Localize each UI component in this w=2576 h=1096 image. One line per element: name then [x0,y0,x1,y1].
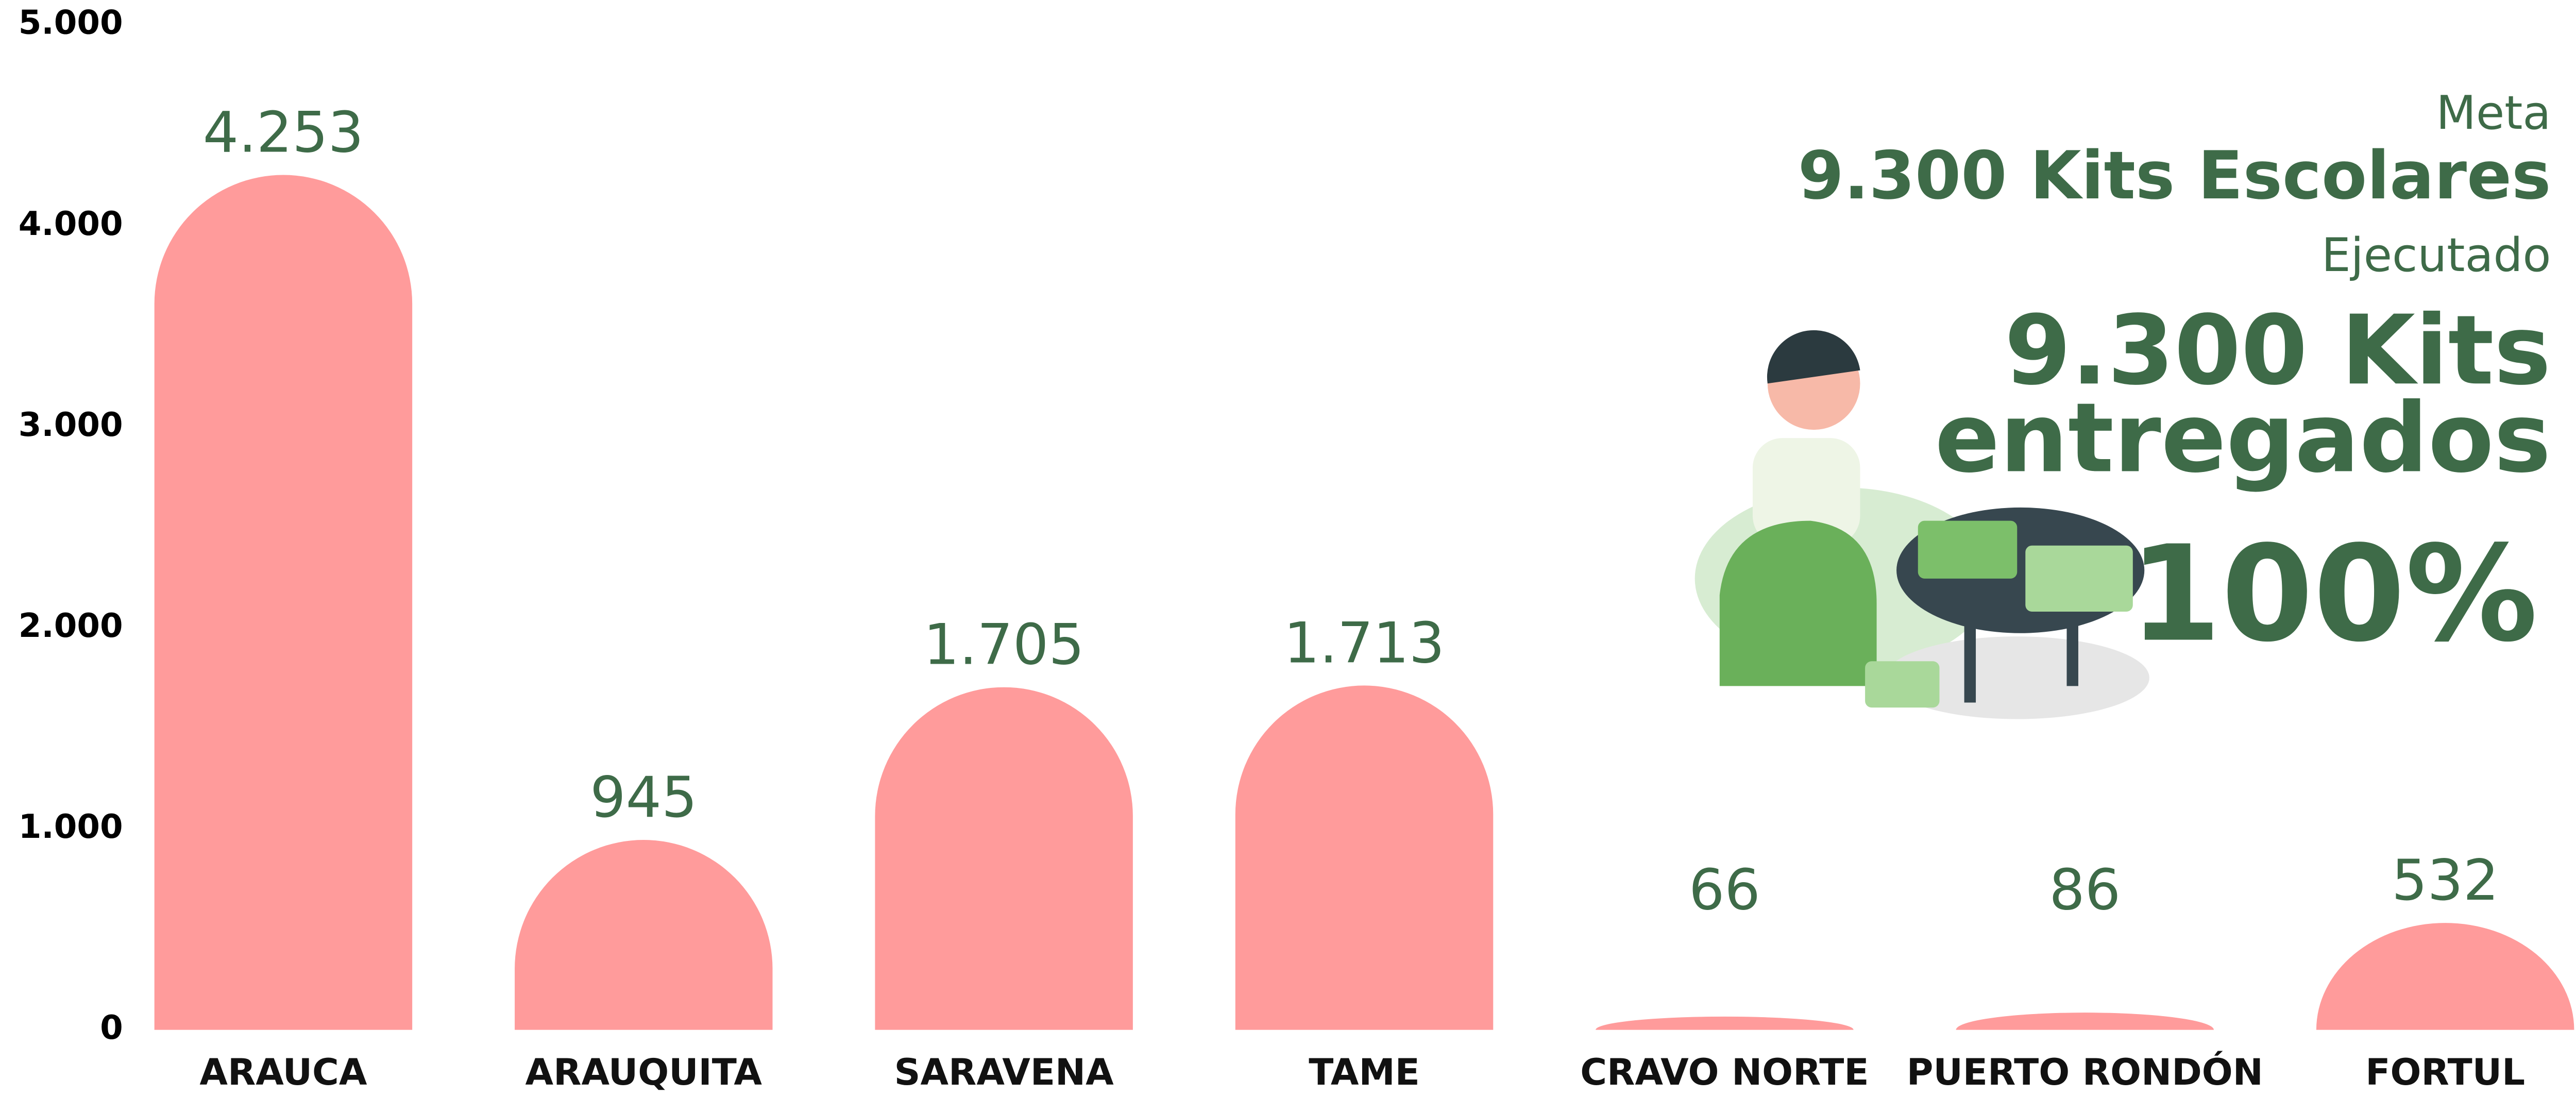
annotation: entregados [1935,382,2551,494]
x-tick-label: ARAUCA [199,1051,367,1093]
annotation: Ejecutado [2321,229,2551,282]
bar [515,840,773,1030]
y-tick-label: 2.000 [19,606,123,645]
x-tick-label: SARAVENA [894,1051,1114,1093]
x-tick-label: TAME [1309,1051,1420,1093]
bar [875,687,1133,1030]
value-label: 66 [1689,857,1760,922]
y-tick-label: 0 [100,1008,123,1047]
bar [1956,1013,2214,1030]
annotation: 9.300 Kits [2005,294,2551,406]
value-label: 4.253 [203,100,364,165]
y-tick-label: 1.000 [19,807,123,846]
illustration [1694,330,2149,719]
x-tick-label: ARAUQUITA [526,1051,762,1093]
y-tick-label: 5.000 [19,4,123,42]
bar [1596,1016,1854,1030]
annotation: 100% [2129,517,2538,671]
y-tick-label: 4.000 [19,205,123,243]
value-label: 532 [2392,848,2499,913]
bar [2316,923,2574,1030]
value-label: 945 [590,765,697,830]
value-label: 1.705 [924,612,1084,678]
bar [154,175,413,1030]
value-label: 1.713 [1284,611,1445,676]
x-tick-label: FORTUL [2365,1051,2525,1093]
bar [1235,685,1494,1030]
x-tick-label: PUERTO RONDÓN [1907,1050,2263,1093]
y-tick-label: 3.000 [19,406,123,444]
x-tick-label: CRAVO NORTE [1580,1051,1869,1093]
annotation: Meta [2436,87,2551,140]
value-label: 86 [2049,857,2121,922]
annotation: 9.300 Kits Escolares [1798,138,2551,214]
